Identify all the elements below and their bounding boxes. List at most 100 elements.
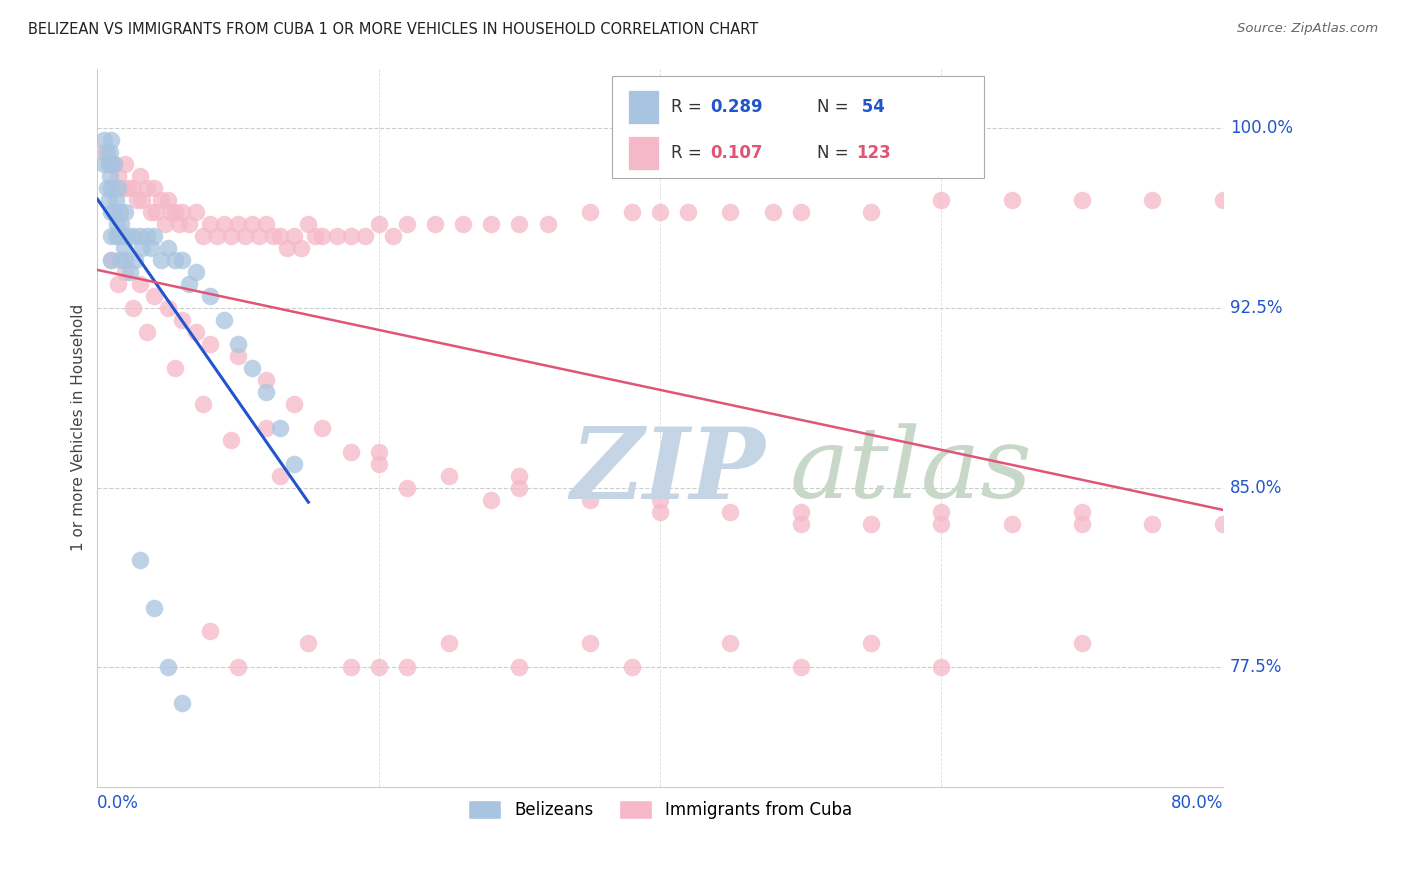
Point (254, 421, 277, 435)
Point (367, 660, 389, 674)
Point (578, 492, 600, 507)
Point (110, 217, 132, 231)
Point (931, 660, 953, 674)
Point (269, 229, 291, 244)
Point (107, 277, 129, 292)
Text: 54: 54 (856, 97, 884, 116)
Text: BELIZEAN VS IMMIGRANTS FROM CUBA 1 OR MORE VEHICLES IN HOUSEHOLD CORRELATION CHA: BELIZEAN VS IMMIGRANTS FROM CUBA 1 OR MO… (28, 22, 758, 37)
Point (240, 361, 263, 376)
Point (100, 157, 122, 171)
Point (233, 229, 256, 244)
Point (198, 289, 221, 303)
Point (156, 194, 179, 208)
Point (269, 421, 291, 435)
Point (149, 253, 172, 268)
Point (479, 492, 502, 507)
Point (367, 445, 389, 459)
Point (226, 217, 249, 231)
Point (97, 194, 120, 208)
Point (153, 217, 176, 231)
Point (121, 229, 143, 244)
Point (163, 253, 186, 268)
Point (578, 636, 600, 650)
Point (339, 445, 361, 459)
Point (142, 600, 165, 615)
Point (860, 205, 883, 219)
Point (156, 241, 179, 255)
Point (96, 145, 118, 160)
Point (191, 229, 214, 244)
Point (620, 205, 643, 219)
Point (103, 157, 125, 171)
Point (254, 384, 277, 399)
Point (100, 181, 122, 195)
Point (367, 217, 389, 231)
Point (100, 253, 122, 268)
Legend: Belizeans, Immigrants from Cuba: Belizeans, Immigrants from Cuba (461, 793, 859, 826)
Point (262, 229, 284, 244)
Point (104, 194, 127, 208)
Point (107, 181, 129, 195)
Point (100, 253, 122, 268)
Point (311, 421, 333, 435)
Point (105, 217, 128, 231)
Point (1142, 516, 1164, 531)
Text: 123: 123 (856, 144, 890, 161)
Point (108, 205, 131, 219)
Y-axis label: 1 or more Vehicles in Household: 1 or more Vehicles in Household (72, 304, 86, 551)
Point (191, 397, 214, 411)
Point (578, 205, 600, 219)
Text: 77.5%: 77.5% (1230, 658, 1282, 676)
Point (297, 217, 319, 231)
Point (112, 241, 135, 255)
Point (128, 552, 150, 566)
Point (98, 169, 121, 184)
Point (198, 217, 221, 231)
Point (226, 337, 249, 351)
Point (860, 516, 883, 531)
Point (676, 205, 699, 219)
Point (170, 253, 193, 268)
Point (648, 505, 671, 519)
Text: atlas: atlas (790, 424, 1032, 518)
Point (103, 157, 125, 171)
Point (395, 660, 418, 674)
Point (1001, 194, 1024, 208)
Point (103, 205, 125, 219)
Point (1001, 516, 1024, 531)
Point (536, 217, 558, 231)
Point (931, 505, 953, 519)
Point (100, 229, 122, 244)
Text: Source: ZipAtlas.com: Source: ZipAtlas.com (1237, 22, 1378, 36)
Point (149, 194, 172, 208)
Point (240, 217, 263, 231)
Point (167, 217, 190, 231)
Point (163, 361, 186, 376)
Point (479, 217, 502, 231)
Point (1071, 636, 1094, 650)
Text: 0.289: 0.289 (710, 97, 762, 116)
Point (139, 205, 162, 219)
Point (931, 194, 953, 208)
Point (1142, 194, 1164, 208)
Point (339, 229, 361, 244)
Point (142, 229, 165, 244)
Point (100, 133, 122, 147)
Point (254, 373, 277, 387)
Text: R =: R = (671, 97, 707, 116)
Point (170, 313, 193, 327)
Point (648, 205, 671, 219)
Point (131, 241, 153, 255)
Point (108, 253, 131, 268)
Point (93, 145, 115, 160)
Point (790, 660, 813, 674)
Point (145, 205, 167, 219)
Point (100, 205, 122, 219)
Point (219, 229, 242, 244)
Text: R =: R = (671, 144, 707, 161)
Point (93, 133, 115, 147)
Point (184, 325, 207, 339)
Point (1212, 194, 1234, 208)
Point (718, 636, 741, 650)
Point (114, 205, 136, 219)
